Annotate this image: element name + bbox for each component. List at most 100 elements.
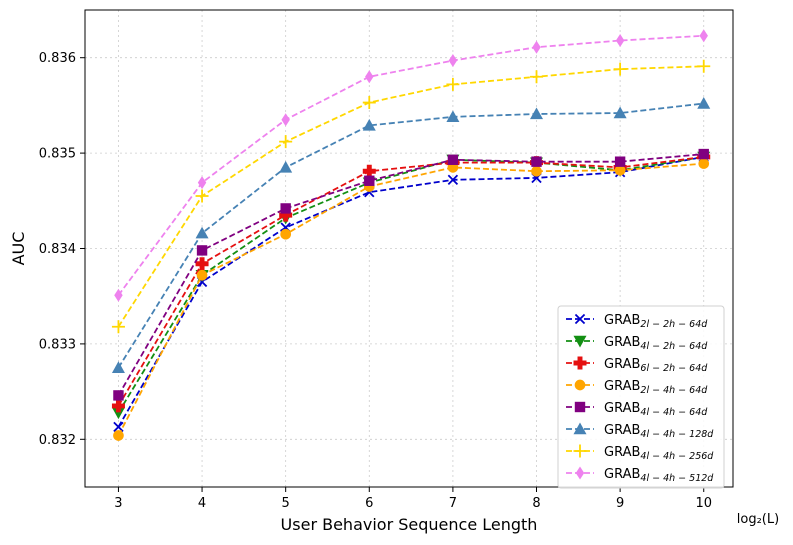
data-point (447, 174, 459, 185)
legend-label-main: GRAB (604, 313, 640, 328)
data-point (362, 164, 376, 178)
data-point (111, 320, 125, 334)
data-point (613, 62, 627, 76)
legend-label-main: GRAB (604, 445, 640, 460)
y-axis-title: AUC (9, 232, 28, 266)
data-point (279, 135, 293, 149)
data-point (531, 165, 542, 177)
data-point (615, 34, 625, 48)
data-point (446, 77, 460, 91)
data-point (697, 59, 711, 73)
legend-item: GRAB4l − 4h − 256d (566, 444, 714, 462)
data-point (365, 70, 374, 84)
series-layer (111, 29, 711, 441)
x-tick-label: 8 (532, 496, 540, 511)
legend-label-main: GRAB (604, 357, 640, 372)
y-tick-label: 0.835 (39, 147, 76, 162)
data-point (530, 70, 544, 84)
x-tick-label: 10 (695, 496, 712, 511)
data-point (364, 175, 375, 186)
series-6 (111, 96, 711, 373)
data-point (532, 40, 541, 54)
series-line (117, 156, 704, 428)
legend-item: GRAB2l − 2h − 64d (566, 313, 708, 330)
legend-label: GRAB2l − 2h − 64d (604, 313, 708, 330)
legend-label: GRAB4l − 4h − 512d (604, 467, 714, 484)
data-point (196, 269, 208, 281)
data-point (111, 399, 125, 413)
series-7 (111, 59, 711, 334)
data-point (614, 156, 626, 167)
legend-label-subscript: 2l − 2h − 64d (640, 319, 708, 330)
data-point (698, 158, 710, 169)
data-point (195, 226, 209, 239)
legend-label-main: GRAB (604, 423, 640, 438)
legend-label: GRAB2l − 4h − 64d (604, 379, 708, 396)
series-line (117, 156, 704, 414)
data-point (446, 110, 460, 123)
data-point (111, 361, 125, 373)
data-point (698, 148, 709, 160)
legend-marker (573, 422, 587, 435)
data-point (113, 421, 124, 433)
data-point (280, 203, 291, 214)
data-point (281, 113, 290, 127)
x-tick-label: 7 (449, 496, 457, 511)
legend-label-main: GRAB (604, 379, 640, 394)
legend-marker (574, 401, 586, 413)
y-axis: 0.832 0.833 0.834 0.835 0.836 (39, 51, 85, 448)
data-point (697, 96, 711, 109)
series-line (117, 34, 704, 296)
legend-item: GRAB4l − 4h − 128d (566, 422, 714, 440)
data-point (448, 54, 458, 68)
legend-label: GRAB4l − 2h − 64d (604, 335, 708, 352)
series-5 (113, 148, 709, 401)
data-point (447, 154, 459, 165)
legend-label: GRAB4l − 4h − 256d (604, 445, 714, 462)
legend-marker (573, 335, 587, 348)
legend-label: GRAB4l − 4h − 64d (604, 401, 708, 418)
legend-item: GRAB4l − 4h − 64d (566, 401, 708, 418)
y-tick-label: 0.832 (39, 433, 76, 448)
legend-label-subscript: 4l − 4h − 128d (640, 429, 714, 440)
y-tick-label: 0.836 (39, 51, 76, 66)
data-point (699, 29, 708, 43)
data-point (279, 208, 293, 222)
series-line (117, 65, 704, 328)
data-point (113, 390, 124, 401)
legend-label-main: GRAB (604, 467, 640, 482)
data-point (196, 245, 208, 256)
data-point (279, 160, 293, 173)
x-axis-title: User Behavior Sequence Length (281, 515, 538, 534)
legend-label-subscript: 2l − 4h − 64d (640, 385, 708, 396)
data-point (114, 288, 123, 302)
x-tick-label: 4 (198, 496, 206, 511)
data-point (362, 96, 376, 110)
x-axis-unit-note: log₂(L) (737, 512, 779, 527)
x-tick-label: 9 (616, 496, 624, 511)
data-point (195, 189, 209, 203)
legend-label-main: GRAB (604, 401, 640, 416)
legend-marker (574, 313, 586, 325)
legend-marker (575, 466, 585, 480)
legend-label: GRAB6l − 2h − 64d (604, 357, 708, 374)
series-line (117, 156, 704, 407)
data-point (613, 106, 627, 119)
legend-marker (574, 379, 586, 391)
legend-box (557, 305, 725, 489)
data-point (614, 164, 626, 176)
legend-label-subscript: 4l − 4h − 64d (640, 407, 708, 418)
x-axis: 3 4 5 6 7 8 9 10 (114, 487, 712, 511)
y-tick-label: 0.834 (39, 242, 76, 257)
x-tick-label: 3 (114, 496, 122, 511)
y-tick-label: 0.833 (39, 337, 76, 352)
x-tick-label: 6 (365, 496, 373, 511)
data-point (111, 407, 125, 420)
legend-item: GRAB4l − 4h − 512d (566, 466, 714, 484)
x-tick-label: 5 (282, 496, 290, 511)
legend-item: GRAB2l − 4h − 64d (566, 379, 708, 396)
data-point (280, 228, 292, 240)
data-point (197, 176, 207, 190)
